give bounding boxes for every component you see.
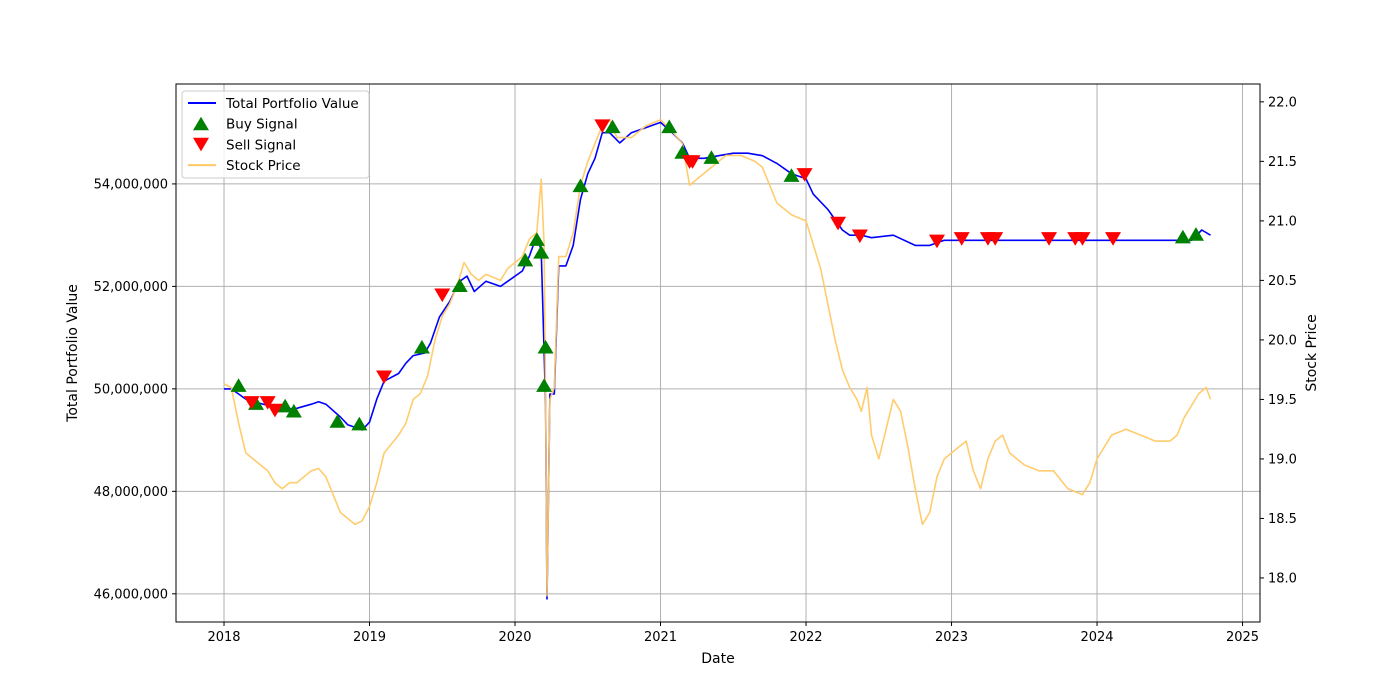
right-y-tick-label: 21.0 [1268,214,1297,229]
left-y-tick-label: 46,000,000 [94,587,168,602]
left-y-axis: 46,000,000 48,000,000 50,000,000 52,000,000… [94,177,176,602]
buy-signal-marker [230,378,247,392]
plot-frame [175,83,1261,623]
right-y-tick-label: 20.5 [1268,274,1297,289]
sell-signal-marker [851,229,868,244]
buy-signal-marker [277,398,294,413]
x-tick-label: 2023 [935,630,968,645]
right-y-tick-label: 21.5 [1268,155,1297,170]
buy-signal-marker [517,252,534,267]
x-tick-label: 2020 [498,630,531,645]
buy-signal-marker [572,178,589,193]
buy-signal-marker [451,278,468,292]
grid-lines [176,84,1260,622]
x-axis-label: Date [701,651,734,667]
legend-marker-swatch [193,116,209,131]
left-y-tick-label: 54,000,000 [94,177,168,192]
buy-signal-marker [1187,227,1204,241]
x-tick-label: 2022 [789,630,822,645]
buy-signal-marker [413,339,430,354]
sell-signal-marker [259,396,276,410]
buy-signal-marker [703,150,720,164]
right-y-tick-label: 18.0 [1268,571,1297,586]
left-y-tick-label: 52,000,000 [94,280,168,295]
x-axis: 2018 2019 2020 2021 2022 2023 2024 2025 [207,622,1259,645]
buy-signal-marker [1174,229,1191,244]
buy-signal-marker [661,119,678,134]
sell-signal-marker [434,288,451,303]
left-y-axis-label: Total Portfolio Value [65,284,81,423]
x-tick-label: 2025 [1226,630,1259,645]
x-tick-label: 2024 [1080,630,1113,645]
sell-signal-marker [243,396,260,410]
legend-label: Stock Price [226,158,301,174]
left-y-tick-label: 48,000,000 [94,485,168,500]
sell-signal-marker [796,168,813,182]
sell-signal-marker [987,232,1004,246]
sell-signal-marker [376,370,393,385]
sell-signal-marker [953,232,970,246]
sell-signal-marker [684,155,701,169]
right-y-tick-label: 22.0 [1268,95,1297,110]
legend-label: Buy Signal [226,117,298,133]
buy-signal-marker [285,403,302,418]
buy-signal-marker [329,414,346,428]
legend-label: Sell Signal [226,137,296,153]
sell-signal-marker [830,216,847,231]
right-y-tick-label: 19.5 [1268,393,1297,408]
sell-signal-marker [594,119,611,133]
sell-signal-marker [1041,232,1058,246]
stock-price-line [223,118,1212,597]
buy-signal-marker [604,119,621,134]
right-y-axis-label: Stock Price [1304,314,1320,391]
right-y-tick-label: 20.0 [1268,333,1297,348]
x-tick-label: 2019 [353,630,386,645]
x-tick-label: 2018 [207,630,240,645]
sell-signal-marker [1105,232,1122,246]
signal-markers [230,119,1204,431]
legend-marker-swatch [193,137,209,152]
buy-signal-marker [528,232,545,246]
buy-signal-marker [783,168,800,182]
left-y-tick-label: 50,000,000 [94,382,168,397]
legend-label: Total Portfolio Value [225,96,359,112]
right-y-tick-label: 19.0 [1268,452,1297,467]
buy-signal-marker [351,416,368,431]
buy-signal-marker [533,245,550,259]
legend: Total Portfolio Value Buy Signal Sell Sign… [181,90,370,179]
right-y-axis: 18.0 18.5 19.0 19.5 20.0 20.5 21.0 21.5 22.0 [1260,95,1297,586]
x-tick-label: 2021 [644,630,677,645]
sell-signal-marker [1074,232,1091,246]
right-y-tick-label: 18.5 [1268,512,1297,527]
sell-signal-marker [928,234,945,249]
sell-signal-marker [266,403,283,418]
legend-box [181,90,370,179]
buy-signal-marker [536,378,553,392]
buy-signal-marker [537,339,554,354]
